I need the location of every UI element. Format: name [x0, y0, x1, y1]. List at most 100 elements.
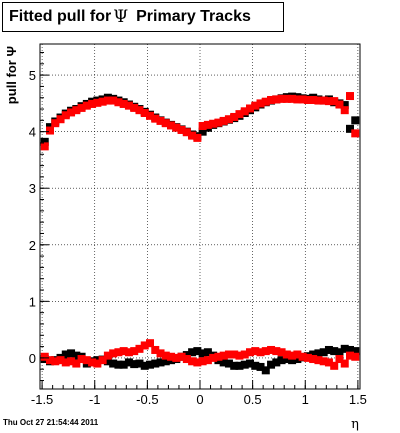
- data-point: [203, 356, 212, 365]
- data-point: [135, 359, 144, 368]
- x-tick-label: 1.5: [349, 392, 367, 407]
- data-point: [272, 347, 281, 356]
- data-point: [256, 362, 265, 371]
- data-point: [61, 350, 70, 359]
- data-point: [246, 104, 254, 113]
- data-point: [109, 359, 118, 368]
- data-point: [198, 349, 207, 358]
- data-point: [272, 95, 281, 104]
- data-point: [261, 366, 270, 375]
- data-point: [56, 115, 65, 124]
- data-point: [288, 351, 297, 360]
- data-point: [256, 99, 265, 108]
- data-point: [103, 351, 112, 360]
- data-point: [114, 98, 123, 107]
- data-point: [319, 348, 328, 357]
- data-point: [124, 358, 133, 367]
- data-point: [67, 108, 76, 117]
- data-point: [324, 97, 333, 106]
- data-point: [72, 351, 81, 360]
- data-points-layer: [40, 92, 360, 375]
- data-point: [172, 123, 181, 132]
- data-point: [314, 356, 323, 365]
- data-point: [293, 350, 302, 359]
- data-point: [103, 96, 112, 105]
- data-point: [330, 361, 339, 370]
- data-point: [340, 101, 349, 110]
- data-point: [330, 347, 339, 356]
- data-point: [340, 344, 349, 353]
- data-point: [172, 353, 181, 362]
- data-point: [135, 344, 144, 353]
- data-point: [235, 361, 244, 370]
- data-point: [130, 360, 139, 369]
- data-point: [235, 110, 244, 119]
- data-point: [209, 353, 218, 362]
- data-point: [177, 125, 186, 134]
- data-point: [98, 356, 107, 365]
- data-point: [51, 119, 60, 128]
- data-point: [88, 99, 97, 108]
- data-point: [282, 94, 291, 103]
- data-point: [309, 355, 318, 364]
- data-point: [140, 341, 149, 350]
- y-tick-label: 4: [29, 125, 36, 140]
- data-point: [146, 360, 154, 369]
- data-point: [40, 352, 49, 361]
- y-tick-label: 3: [29, 181, 36, 196]
- y-tick-label: 0: [29, 351, 36, 366]
- chart-title-box: Fitted pull for Ψ Primary Tracks: [2, 2, 284, 32]
- data-point: [298, 352, 307, 361]
- data-point: [198, 357, 207, 366]
- data-point: [335, 100, 344, 109]
- data-point: [177, 352, 186, 361]
- data-point: [224, 359, 233, 368]
- data-point: [230, 361, 239, 370]
- data-point: [346, 124, 354, 133]
- data-point: [114, 360, 123, 369]
- data-point: [167, 352, 176, 361]
- data-point: [46, 126, 54, 135]
- data-point: [319, 96, 328, 105]
- data-point: [124, 348, 133, 357]
- data-point: [40, 137, 49, 146]
- data-point: [319, 357, 328, 366]
- data-point: [151, 359, 160, 368]
- data-point: [303, 95, 312, 104]
- data-point: [93, 359, 102, 368]
- data-point: [340, 106, 349, 115]
- x-tick-label: 0: [196, 392, 203, 407]
- data-point: [335, 355, 344, 364]
- data-point: [109, 349, 118, 358]
- data-point: [309, 95, 318, 104]
- data-point: [98, 97, 107, 106]
- data-point: [282, 355, 291, 364]
- data-point: [298, 95, 307, 104]
- x-tick-label: -0.5: [136, 392, 158, 407]
- data-point: [40, 142, 49, 151]
- data-point: [224, 115, 233, 124]
- data-point: [219, 351, 228, 360]
- data-point: [146, 111, 154, 120]
- data-point: [51, 357, 60, 366]
- data-point: [214, 352, 223, 361]
- data-point: [324, 358, 333, 367]
- data-point: [198, 127, 207, 136]
- data-point: [235, 351, 244, 360]
- data-point: [167, 121, 176, 130]
- data-point: [346, 351, 354, 360]
- data-point: [193, 358, 202, 367]
- y-tick-label: 5: [29, 68, 36, 83]
- data-point: [103, 357, 112, 366]
- data-point: [240, 360, 249, 369]
- data-point: [277, 356, 286, 365]
- data-point: [219, 116, 228, 125]
- data-point: [93, 98, 102, 107]
- data-point: [193, 133, 202, 142]
- data-point: [135, 106, 144, 115]
- x-tick-label: 0.5: [244, 392, 262, 407]
- data-point: [130, 103, 139, 112]
- data-point: [272, 358, 281, 367]
- data-point: [161, 357, 170, 366]
- data-point: [67, 357, 76, 366]
